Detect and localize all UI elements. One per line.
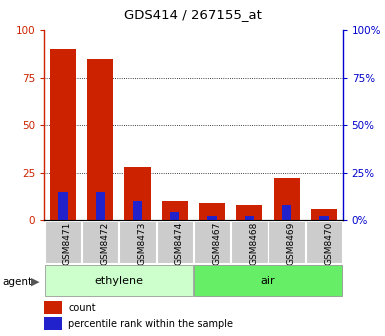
Bar — [306, 220, 342, 263]
Bar — [119, 220, 156, 263]
Bar — [274, 178, 300, 220]
Bar — [44, 317, 62, 330]
Bar — [45, 220, 81, 263]
Bar — [87, 59, 113, 220]
Bar — [124, 167, 151, 220]
Bar — [157, 220, 193, 263]
Bar — [44, 301, 62, 314]
Bar — [194, 265, 342, 296]
Bar — [282, 205, 291, 220]
Text: GSM8470: GSM8470 — [324, 222, 333, 265]
Text: GSM8472: GSM8472 — [100, 222, 109, 265]
Text: ethylene: ethylene — [94, 276, 143, 286]
Text: count: count — [68, 303, 96, 313]
Bar — [45, 265, 193, 296]
Bar — [95, 192, 105, 220]
Bar — [319, 216, 329, 220]
Text: GSM8474: GSM8474 — [175, 222, 184, 265]
Text: GSM8467: GSM8467 — [212, 222, 221, 265]
Text: GSM8469: GSM8469 — [287, 222, 296, 265]
Bar — [194, 220, 230, 263]
Bar — [311, 209, 337, 220]
Bar — [208, 216, 217, 220]
Bar — [245, 216, 254, 220]
Text: GSM8468: GSM8468 — [249, 222, 258, 265]
Bar — [50, 49, 76, 220]
Text: GDS414 / 267155_at: GDS414 / 267155_at — [124, 8, 261, 22]
Bar — [82, 220, 119, 263]
Text: GSM8471: GSM8471 — [63, 222, 72, 265]
Text: agent: agent — [2, 277, 32, 287]
Bar — [133, 201, 142, 220]
Text: percentile rank within the sample: percentile rank within the sample — [68, 319, 233, 329]
Bar — [199, 203, 225, 220]
Text: air: air — [261, 276, 275, 286]
Text: GSM8473: GSM8473 — [137, 222, 147, 265]
Bar — [170, 212, 179, 220]
Bar — [231, 220, 268, 263]
Text: ▶: ▶ — [31, 277, 40, 287]
Bar — [162, 201, 188, 220]
Bar — [58, 192, 68, 220]
Bar — [236, 205, 263, 220]
Bar — [268, 220, 305, 263]
